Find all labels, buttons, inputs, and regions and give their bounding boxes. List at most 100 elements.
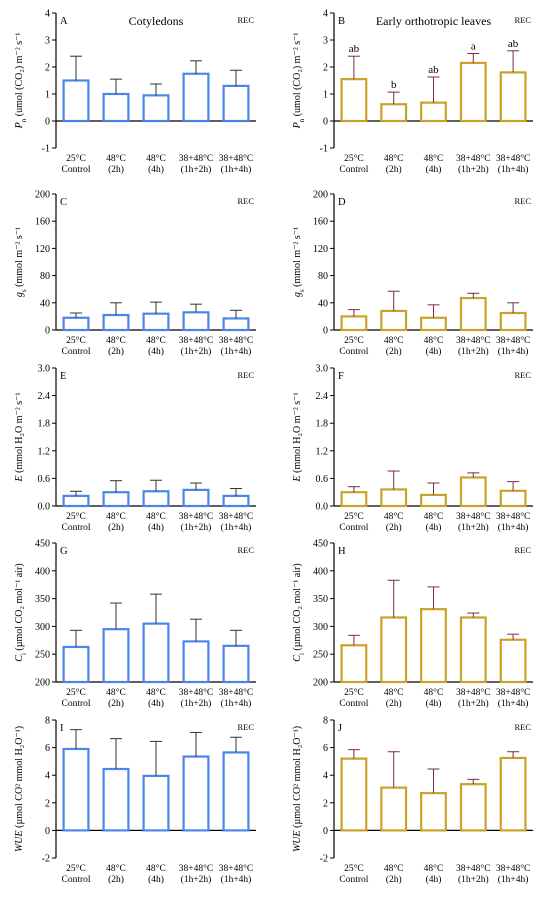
y-axis-label: gs (mmol m⁻² s⁻¹ [292,227,306,297]
y-tick-label: 0 [323,326,328,337]
y-tick-label: 4 [45,771,50,782]
x-tick-label: 25°C [344,863,364,874]
y-tick-label: 8 [323,716,328,727]
x-tick-label: (1h+2h) [181,164,212,175]
y-tick-label: 200 [35,678,50,689]
panel-title: Early orthotropic leaves [376,14,492,28]
x-tick-label: (2h) [386,698,402,709]
bar [380,616,408,684]
y-tick-label: 2 [45,798,50,809]
y-tick-label: 80 [40,271,50,282]
y-tick-label: 250 [35,650,50,661]
y-tick-label: 1.2 [38,446,51,457]
panel-letter: C [60,197,67,208]
x-tick-label: 48°C [424,687,444,698]
panel-c: 0408012016020025°CControl48°C(2h)48°C(4h… [14,190,256,357]
bar [380,103,408,123]
rec-tag: REC [514,722,531,732]
rec-tag: REC [514,196,531,206]
x-tick-label: (1h+2h) [181,346,212,357]
x-tick-label: Control [339,165,368,175]
panel-i: -20246825°CControl48°C(2h)48°C(4h)38+48°… [14,716,256,885]
x-tick-label: (1h+2h) [181,522,212,533]
x-tick-label: 25°C [344,335,364,346]
x-tick-label: (1h+2h) [458,522,489,533]
y-tick-label: 200 [313,190,328,201]
bar [459,616,487,684]
bar [499,638,527,684]
y-tick-label: 4 [45,9,50,20]
x-tick-label: 38+48°C [496,153,531,164]
x-tick-label: 48°C [106,153,126,164]
bar [340,757,368,832]
y-tick-label: 160 [313,217,328,228]
rec-tag: REC [237,545,254,555]
y-tick-label: 0 [45,326,50,337]
x-tick-label: (4h) [148,698,164,709]
bar [459,61,487,123]
x-tick-label: (1h+2h) [458,164,489,175]
x-tick-label: (1h+2h) [181,874,212,885]
panel-b: -101234ab25°CControlb48°C(2h)ab48°C(4h)a… [292,9,533,175]
bar [142,490,170,508]
y-axis-label: E (mmol H₂O m⁻² s⁻¹ [14,393,25,483]
y-tick-label: 120 [313,244,328,255]
y-tick-label: 3 [323,36,328,47]
bar [182,311,210,332]
x-tick-label: 48°C [384,863,404,874]
bar [222,494,250,508]
bar [102,628,130,684]
y-tick-label: 0.0 [38,502,51,513]
x-tick-label: 38+48°C [179,687,214,698]
y-tick-label: 6 [323,743,328,754]
x-tick-label: (1h+2h) [458,346,489,357]
x-tick-label: (1h+2h) [458,698,489,709]
y-tick-label: -1 [42,144,50,155]
y-axis-label: gs (mmol m⁻² s⁻¹ [14,227,28,297]
y-tick-label: -2 [42,854,50,865]
bar [420,101,447,123]
bar [499,489,527,508]
x-tick-label: (1h+4h) [498,164,529,175]
x-tick-label: (2h) [386,164,402,175]
bar [420,316,447,332]
y-tick-label: 1.8 [38,419,51,430]
bar [459,476,487,508]
rec-tag: REC [237,196,254,206]
x-tick-label: 48°C [424,335,444,346]
x-tick-label: 25°C [66,153,86,164]
x-tick-label: (2h) [108,522,124,533]
bar [459,783,487,832]
significance-label: b [391,79,397,91]
y-tick-label: 3 [45,36,50,47]
panel-j: -20246825°CControl48°C(2h)48°C(4h)38+48°… [292,716,533,885]
x-tick-label: (4h) [426,346,442,357]
y-axis-label: WUE (µmol CO² mmol H₂O⁻¹) [292,726,303,852]
y-axis-label: Ci (µmol CO₂ mol⁻¹ air) [292,563,306,661]
x-tick-label: (1h+4h) [221,698,252,709]
x-tick-label: 48°C [424,153,444,164]
bar [142,622,170,684]
x-tick-label: 38+48°C [456,863,491,874]
y-tick-label: 0.6 [38,474,51,485]
rec-tag: REC [237,15,254,25]
x-tick-label: 48°C [384,153,404,164]
x-tick-label: 38+48°C [179,863,214,874]
bar [340,315,368,332]
x-tick-label: 38+48°C [179,153,214,164]
y-tick-label: 2.4 [38,391,51,402]
panel-letter: J [338,723,342,734]
x-tick-label: (4h) [426,698,442,709]
rec-tag: REC [514,15,531,25]
x-tick-label: 25°C [66,511,86,522]
bar [142,94,170,123]
x-tick-label: (4h) [148,346,164,357]
y-axis-label: Pn (umol (CO₂) m⁻² s⁻¹ [292,33,306,130]
y-axis-label: Pn (umol (CO₂) m⁻² s⁻¹ [14,33,28,130]
x-tick-label: Control [61,699,90,709]
x-tick-label: (1h+4h) [221,522,252,533]
y-tick-label: 300 [313,622,328,633]
y-tick-label: 0.0 [316,502,329,513]
panel-letter: A [60,16,68,27]
bar [62,645,90,684]
